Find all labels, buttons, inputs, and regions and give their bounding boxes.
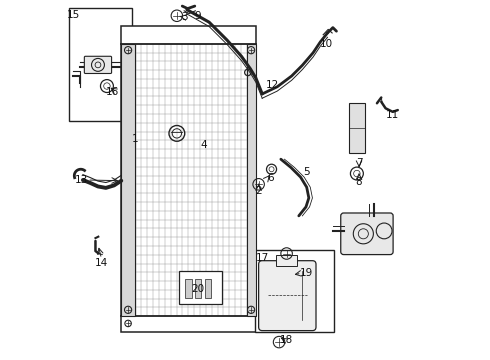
Text: 14: 14	[95, 258, 108, 268]
Text: 20: 20	[191, 284, 204, 294]
Text: 15: 15	[67, 10, 80, 20]
Bar	[69, 8, 132, 121]
Text: 12: 12	[266, 80, 279, 90]
Bar	[122, 26, 256, 332]
Bar	[247, 44, 256, 316]
Text: 5: 5	[303, 167, 310, 177]
Text: 6: 6	[268, 173, 274, 183]
Bar	[349, 103, 365, 153]
Text: 4: 4	[200, 140, 207, 150]
Text: 11: 11	[386, 111, 399, 121]
Bar	[185, 279, 192, 298]
FancyBboxPatch shape	[84, 56, 112, 73]
Bar	[122, 44, 135, 316]
Text: 13: 13	[74, 175, 88, 185]
Text: 1: 1	[132, 134, 139, 144]
Bar	[179, 271, 221, 304]
Bar	[195, 279, 201, 298]
FancyBboxPatch shape	[259, 261, 316, 330]
Text: 9: 9	[195, 11, 201, 21]
Bar	[205, 279, 211, 298]
Text: 18: 18	[280, 334, 293, 345]
Text: 17: 17	[256, 253, 269, 263]
Text: 2: 2	[255, 186, 262, 197]
Text: 8: 8	[356, 177, 362, 187]
FancyBboxPatch shape	[341, 213, 393, 255]
Text: 7: 7	[356, 158, 362, 168]
Text: 19: 19	[299, 268, 313, 278]
Bar	[276, 255, 297, 266]
Text: 3: 3	[181, 12, 188, 22]
Text: 16: 16	[106, 87, 119, 97]
Text: 10: 10	[320, 40, 333, 49]
Bar	[255, 250, 334, 332]
